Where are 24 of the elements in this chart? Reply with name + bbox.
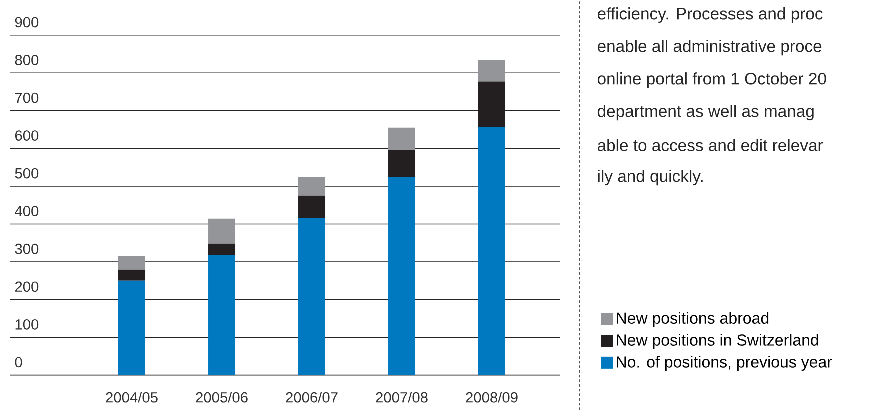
x-tick-label: 2006/07 (286, 392, 338, 403)
y-tick-label: 500 (15, 168, 39, 179)
y-tick-label: 300 (15, 244, 39, 254)
text: ily and quickly. (598, 170, 703, 186)
text: able to access and edit relevar (598, 139, 823, 152)
text: department as well as manag (598, 105, 814, 121)
x-tick-label: 2005/06 (196, 392, 248, 403)
y-tick-label: 200 (15, 282, 39, 292)
legend-label: New positions in Switzerland (617, 334, 818, 350)
y-tick-label: 400 (15, 206, 39, 217)
legend-label: No. of positions, previous year (617, 356, 832, 372)
x-tick-label: 2007/08 (376, 392, 428, 403)
y-tick-label: 600 (15, 130, 39, 142)
y-tick-label: 700 (15, 92, 39, 104)
text: efficiency. Processes and proc (598, 8, 823, 24)
y-tick-label: 900 (15, 17, 39, 28)
legend-label: New positions abroad (617, 312, 769, 328)
x-tick-label: 2008/09 (466, 392, 518, 403)
y-tick-label: 100 (16, 320, 39, 330)
y-tick-label: 800 (15, 55, 39, 66)
text: enable all administrative proce (598, 40, 822, 56)
text: online portal from 1 October 20 (598, 72, 826, 88)
x-tick-label: 2004/05 (106, 392, 158, 403)
y-tick-label: 0 (15, 357, 22, 368)
